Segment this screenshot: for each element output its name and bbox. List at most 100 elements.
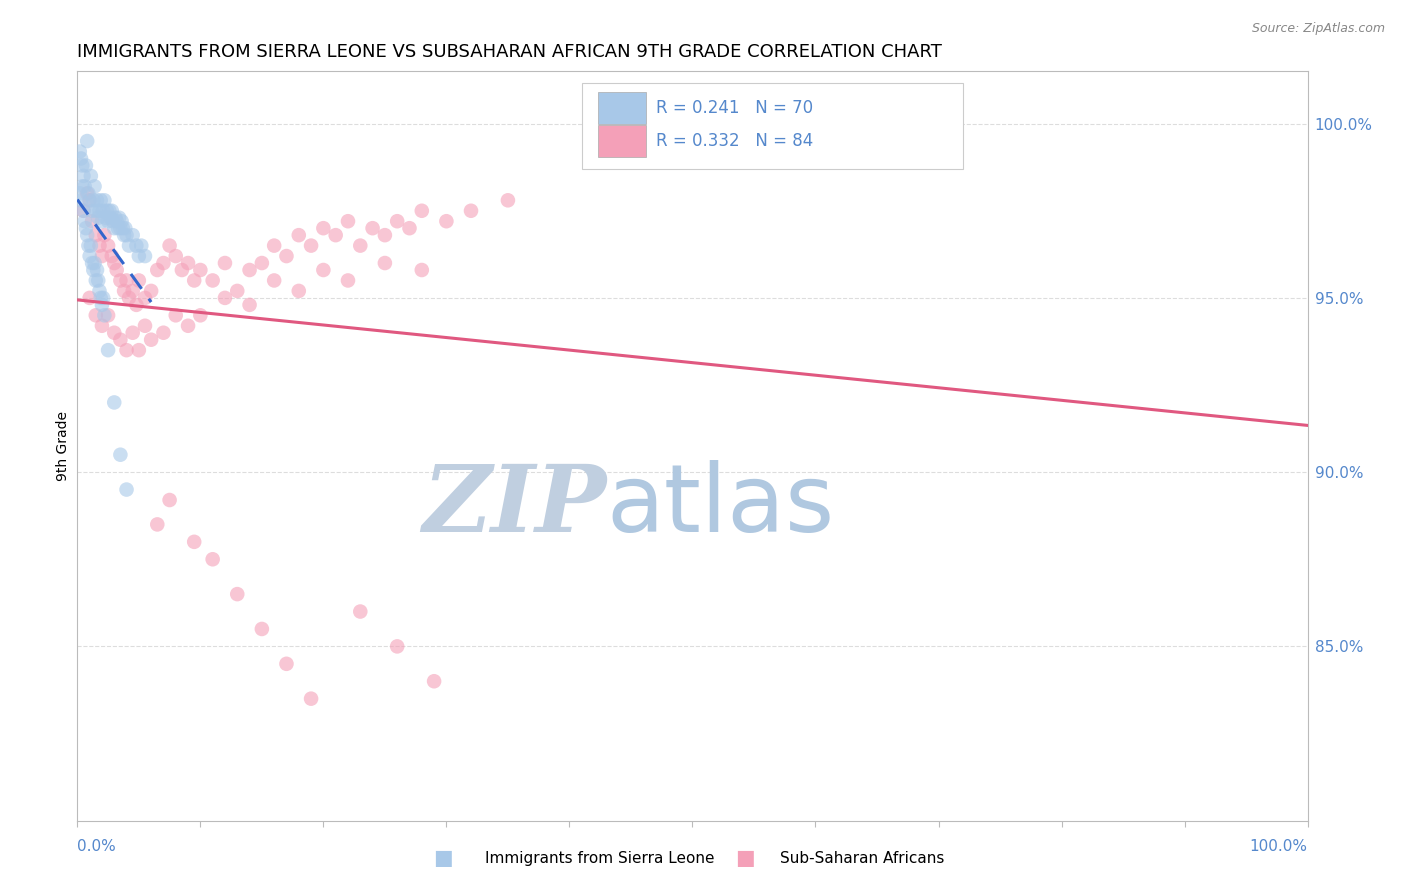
Point — [84, 228, 107, 243]
Point — [84, 308, 107, 322]
Point — [226, 284, 249, 298]
Point — [69, 186, 91, 201]
Point — [87, 273, 110, 287]
Text: ■: ■ — [433, 848, 453, 868]
Text: R = 0.241   N = 70: R = 0.241 N = 70 — [655, 99, 813, 117]
Point — [70, 152, 93, 166]
Point — [97, 308, 120, 322]
Point — [103, 326, 125, 340]
Point — [72, 203, 94, 218]
Text: ■: ■ — [735, 848, 755, 868]
Point — [263, 238, 285, 252]
Point — [86, 263, 108, 277]
Point — [76, 134, 98, 148]
Point — [89, 238, 111, 252]
Point — [90, 249, 114, 263]
Point — [86, 194, 108, 208]
Point — [73, 214, 96, 228]
Point — [72, 203, 94, 218]
Point — [128, 343, 150, 358]
FancyBboxPatch shape — [598, 93, 645, 124]
Point — [79, 249, 101, 263]
Point — [91, 291, 114, 305]
Point — [69, 145, 91, 159]
Text: 100.0%: 100.0% — [1250, 839, 1308, 855]
Point — [134, 318, 156, 333]
Point — [115, 273, 138, 287]
Point — [263, 273, 285, 287]
Point — [110, 273, 132, 287]
Point — [385, 640, 409, 654]
Point — [288, 284, 311, 298]
Point — [188, 263, 212, 277]
Point — [76, 228, 98, 243]
Text: Source: ZipAtlas.com: Source: ZipAtlas.com — [1251, 22, 1385, 36]
Point — [349, 238, 371, 252]
Point — [107, 221, 129, 235]
Point — [82, 194, 104, 208]
Point — [72, 169, 94, 183]
Text: 0.0%: 0.0% — [77, 839, 117, 855]
Point — [159, 493, 181, 508]
Point — [226, 587, 249, 601]
Point — [374, 228, 396, 243]
Point — [110, 333, 132, 347]
Point — [125, 238, 148, 252]
Point — [97, 214, 120, 228]
Point — [111, 221, 134, 235]
Point — [90, 214, 114, 228]
Point — [108, 211, 131, 225]
Point — [76, 186, 98, 201]
Point — [118, 238, 141, 252]
Point — [82, 256, 104, 270]
Point — [105, 214, 128, 228]
Point — [349, 605, 371, 619]
Point — [134, 291, 156, 305]
Point — [101, 214, 124, 228]
Point — [89, 284, 111, 298]
Point — [105, 263, 128, 277]
Point — [73, 179, 96, 194]
Point — [114, 221, 136, 235]
Point — [121, 284, 143, 298]
Point — [93, 308, 115, 322]
Point — [288, 228, 311, 243]
Point — [70, 158, 93, 172]
Point — [90, 194, 112, 208]
Point — [141, 284, 163, 298]
Point — [93, 194, 115, 208]
Text: atlas: atlas — [606, 460, 835, 552]
Text: Immigrants from Sierra Leone: Immigrants from Sierra Leone — [485, 851, 714, 865]
Point — [112, 284, 135, 298]
Point — [104, 211, 127, 225]
Point — [128, 249, 150, 263]
Point — [436, 214, 458, 228]
Point — [98, 203, 121, 218]
Point — [201, 273, 224, 287]
FancyBboxPatch shape — [598, 125, 645, 157]
Point — [141, 333, 163, 347]
Point — [250, 622, 273, 636]
Point — [146, 263, 169, 277]
Point — [87, 211, 110, 225]
Point — [165, 249, 187, 263]
Point — [100, 211, 122, 225]
Point — [91, 203, 114, 218]
Y-axis label: 9th Grade: 9th Grade — [56, 411, 70, 481]
Point — [385, 214, 409, 228]
Point — [312, 221, 335, 235]
Point — [276, 249, 298, 263]
Point — [90, 298, 114, 312]
Point — [250, 256, 273, 270]
Point — [82, 263, 104, 277]
Point — [112, 228, 135, 243]
Point — [83, 179, 105, 194]
Point — [201, 552, 224, 566]
Point — [118, 291, 141, 305]
Point — [337, 273, 360, 287]
Point — [188, 308, 212, 322]
Point — [89, 203, 111, 218]
Point — [80, 238, 103, 252]
Point — [82, 203, 104, 218]
Point — [214, 256, 236, 270]
